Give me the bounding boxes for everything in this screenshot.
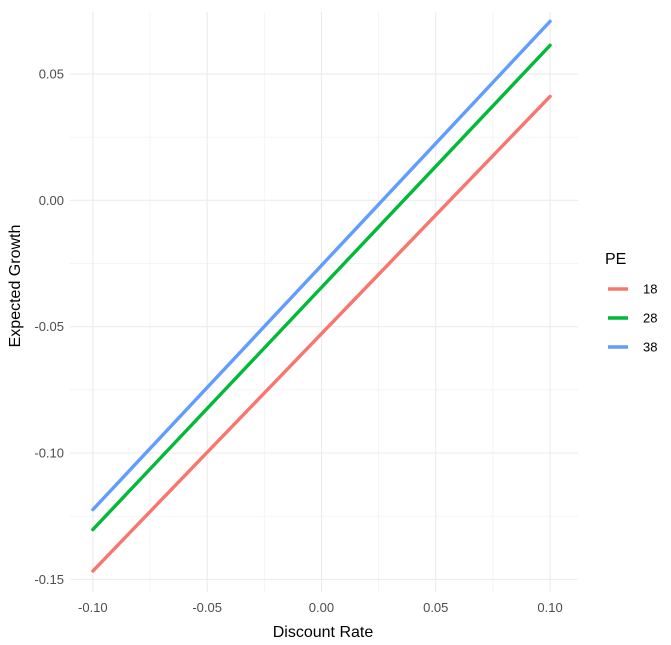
legend-title: PE bbox=[605, 251, 626, 268]
y-tick-label: -0.15 bbox=[34, 572, 64, 587]
y-axis-ticks: -0.15 -0.10 -0.05 0.00 0.05 bbox=[34, 66, 64, 586]
x-tick-label: 0.05 bbox=[423, 600, 448, 615]
legend-label-pe-38: 38 bbox=[643, 340, 657, 355]
legend-label-pe-28: 28 bbox=[643, 311, 657, 326]
minor-gridlines bbox=[70, 12, 578, 592]
series-line-pe-18 bbox=[91, 94, 552, 573]
series-line-pe-28 bbox=[91, 43, 552, 532]
x-axis-title: Discount Rate bbox=[273, 624, 374, 641]
y-axis-title: Expected Growth bbox=[7, 225, 24, 348]
x-tick-label: -0.05 bbox=[192, 600, 222, 615]
major-gridlines bbox=[70, 12, 578, 592]
legend-label-pe-18: 18 bbox=[643, 282, 657, 297]
legend: PE 18 28 38 bbox=[605, 251, 657, 355]
x-tick-label: 0.00 bbox=[309, 600, 334, 615]
y-tick-label: 0.05 bbox=[39, 66, 64, 81]
legend-items: 18 28 38 bbox=[608, 282, 657, 355]
x-axis-ticks: -0.10 -0.05 0.00 0.05 0.10 bbox=[78, 600, 563, 615]
series-line-pe-38 bbox=[91, 19, 552, 512]
x-tick-label: 0.10 bbox=[537, 600, 562, 615]
x-tick-label: -0.10 bbox=[78, 600, 108, 615]
y-tick-label: -0.05 bbox=[34, 319, 64, 334]
y-tick-label: -0.10 bbox=[34, 446, 64, 461]
series-lines bbox=[91, 19, 552, 573]
y-tick-label: 0.00 bbox=[39, 193, 64, 208]
